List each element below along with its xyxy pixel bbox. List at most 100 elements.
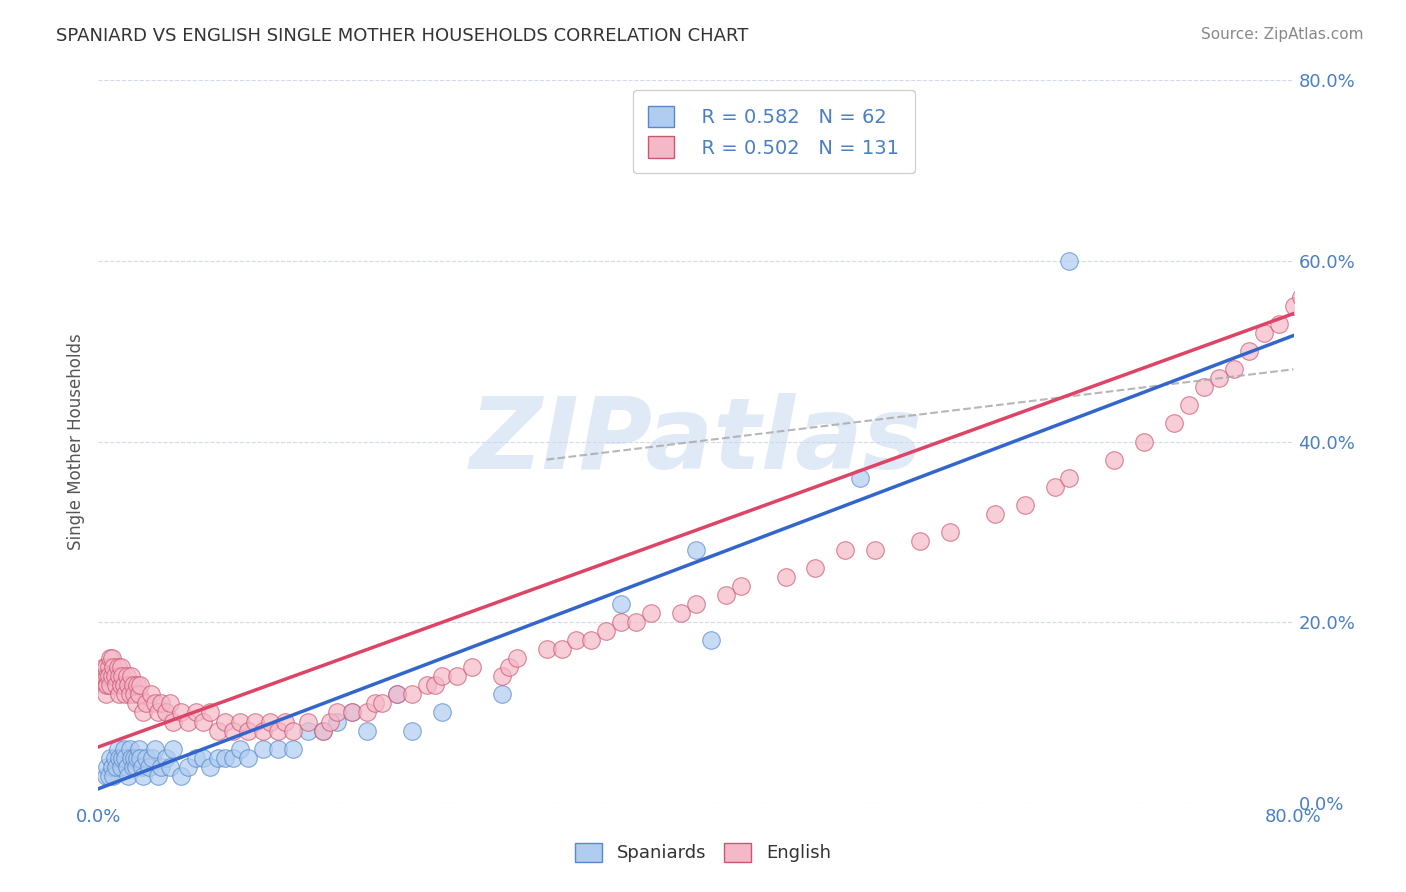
- Point: [139, 687, 162, 701]
- Point: [96, 678, 118, 692]
- Point: [177, 760, 200, 774]
- Point: [101, 760, 124, 774]
- Point: [1059, 471, 1081, 485]
- Point: [356, 706, 378, 720]
- Point: [1357, 227, 1379, 241]
- Point: [94, 660, 117, 674]
- Point: [281, 723, 304, 738]
- Point: [114, 687, 136, 701]
- Point: [498, 660, 520, 674]
- Point: [111, 669, 134, 683]
- Point: [162, 714, 184, 729]
- Point: [115, 669, 138, 683]
- Point: [714, 588, 737, 602]
- Point: [96, 669, 118, 683]
- Point: [94, 769, 117, 783]
- Point: [297, 723, 319, 738]
- Point: [626, 615, 648, 630]
- Point: [129, 678, 152, 692]
- Point: [595, 624, 617, 639]
- Point: [775, 570, 797, 584]
- Point: [150, 760, 173, 774]
- Point: [1059, 253, 1081, 268]
- Point: [117, 678, 139, 692]
- Point: [131, 760, 153, 774]
- Point: [371, 697, 394, 711]
- Text: ZIPatlas: ZIPatlas: [470, 393, 922, 490]
- Point: [1312, 263, 1334, 277]
- Point: [1014, 498, 1036, 512]
- Point: [101, 651, 124, 665]
- Point: [446, 669, 468, 683]
- Point: [236, 723, 259, 738]
- Point: [939, 524, 962, 539]
- Point: [259, 714, 281, 729]
- Point: [169, 706, 191, 720]
- Point: [108, 669, 131, 683]
- Point: [1282, 299, 1305, 313]
- Point: [326, 706, 349, 720]
- Point: [984, 507, 1007, 521]
- Point: [132, 706, 155, 720]
- Point: [252, 741, 274, 756]
- Point: [101, 669, 124, 683]
- Point: [117, 769, 139, 783]
- Point: [491, 669, 513, 683]
- Point: [423, 678, 446, 692]
- Point: [120, 750, 142, 764]
- Point: [105, 678, 128, 692]
- Point: [108, 687, 131, 701]
- Point: [311, 723, 333, 738]
- Point: [1253, 326, 1275, 341]
- Point: [103, 660, 125, 674]
- Point: [1178, 398, 1201, 412]
- Point: [94, 687, 117, 701]
- Point: [105, 760, 128, 774]
- Point: [267, 741, 290, 756]
- Point: [94, 678, 117, 692]
- Point: [730, 579, 752, 593]
- Point: [236, 750, 259, 764]
- Point: [385, 687, 409, 701]
- Point: [908, 533, 931, 548]
- Point: [326, 714, 349, 729]
- Point: [159, 760, 181, 774]
- Point: [342, 706, 364, 720]
- Point: [104, 750, 127, 764]
- Text: Source: ZipAtlas.com: Source: ZipAtlas.com: [1201, 27, 1364, 42]
- Point: [110, 678, 132, 692]
- Point: [121, 760, 143, 774]
- Point: [98, 750, 122, 764]
- Point: [364, 697, 387, 711]
- Point: [640, 606, 662, 620]
- Point: [159, 697, 181, 711]
- Point: [138, 760, 160, 774]
- Y-axis label: Single Mother Households: Single Mother Households: [66, 334, 84, 549]
- Point: [111, 750, 134, 764]
- Point: [112, 741, 135, 756]
- Point: [191, 714, 214, 729]
- Point: [184, 750, 207, 764]
- Point: [1402, 191, 1406, 205]
- Point: [132, 769, 155, 783]
- Text: SPANIARD VS ENGLISH SINGLE MOTHER HOUSEHOLDS CORRELATION CHART: SPANIARD VS ENGLISH SINGLE MOTHER HOUSEH…: [56, 27, 748, 45]
- Point: [700, 633, 723, 648]
- Point: [108, 750, 131, 764]
- Point: [110, 660, 132, 674]
- Legend: Spaniards, English: Spaniards, English: [568, 836, 838, 870]
- Point: [1223, 362, 1246, 376]
- Point: [385, 687, 409, 701]
- Point: [143, 741, 166, 756]
- Point: [112, 678, 135, 692]
- Point: [120, 669, 142, 683]
- Point: [834, 542, 856, 557]
- Point: [506, 651, 529, 665]
- Point: [97, 669, 120, 683]
- Point: [1192, 380, 1215, 394]
- Point: [103, 769, 125, 783]
- Point: [96, 760, 118, 774]
- Point: [97, 769, 120, 783]
- Point: [245, 714, 267, 729]
- Point: [430, 669, 453, 683]
- Point: [104, 669, 127, 683]
